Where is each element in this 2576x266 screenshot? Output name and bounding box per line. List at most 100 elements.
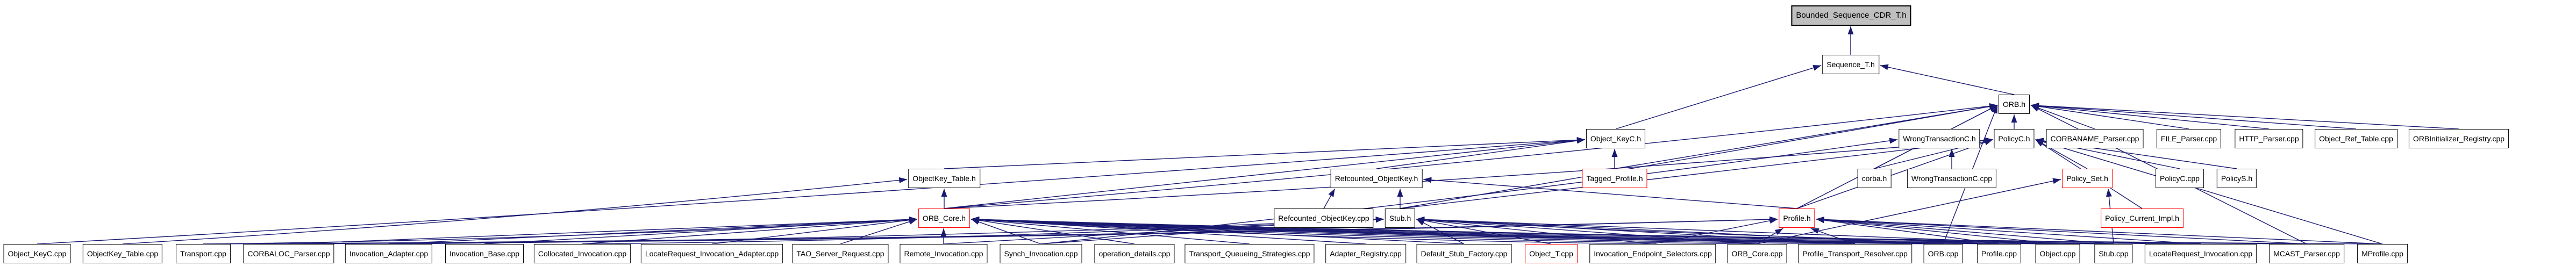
include-edge-objkey_table_cpp-to-objkey_table_h xyxy=(122,177,908,245)
file-node-wrongtc_h[interactable]: WrongTransactionC.h xyxy=(1899,129,1980,148)
file-node-wrongtc_cpp[interactable]: WrongTransactionC.cpp xyxy=(1907,169,1997,188)
file-node-corba_h[interactable]: corba.h xyxy=(1857,169,1892,188)
include-edge-mprofile_cpp-to-orb_core_h xyxy=(971,216,2383,245)
include-edge-tagged_profile_h-to-orb_h xyxy=(1614,103,1998,169)
include-edge-inv_ep_sel_cpp-to-stub_h xyxy=(1416,217,1653,245)
file-node-inv_ep_sel_cpp[interactable]: Invocation_Endpoint_Selectors.cpp xyxy=(1589,244,1716,263)
file-node-policy_cur_impl_h[interactable]: Policy_Current_Impl.h xyxy=(2101,209,2183,228)
include-edge-colloc_inv_cpp-to-orb_core_h xyxy=(582,217,917,245)
include-edge-orbinit_registry_cpp-to-orb_h xyxy=(2030,103,2459,130)
include-edge-orb_core_h-to-orb_h xyxy=(944,103,1998,209)
include-edge-mcast_cpp-to-profile_h xyxy=(1816,217,2307,245)
include-edge-stub_cpp-to-profile_h xyxy=(1816,217,2114,245)
file-node-mcast_cpp[interactable]: MCAST_Parser.cpp xyxy=(2269,244,2344,263)
file-node-stub_h[interactable]: Stub.h xyxy=(1385,209,1416,228)
include-edge-mprofile_cpp-to-policyc_h xyxy=(2035,139,2383,245)
file-node-stub_cpp[interactable]: Stub.cpp xyxy=(2094,244,2133,263)
include-edge-tao_server_req_cpp-to-orb_core_h xyxy=(840,219,918,245)
file-node-object_t_cpp[interactable]: Object_T.cpp xyxy=(1525,244,1578,263)
include-edge-http_parser_cpp-to-orb_h xyxy=(2030,103,2270,130)
file-node-bounded[interactable]: Bounded_Sequence_CDR_T.h xyxy=(1791,5,1911,26)
file-node-adapter_reg_cpp[interactable]: Adapter_Registry.cpp xyxy=(1325,244,1406,263)
include-edge-corbaname_cpp-to-orb_h xyxy=(2030,105,2095,130)
file-node-obj_keyc_cpp[interactable]: Object_KeyC.cpp xyxy=(3,244,71,263)
include-edge-orb_h-to-seq_t xyxy=(1880,64,2015,95)
file-node-policyc_cpp[interactable]: PolicyC.cpp xyxy=(2156,169,2204,188)
include-edge-profile_h-to-orb_h xyxy=(1796,105,1998,209)
file-node-seq_t[interactable]: Sequence_T.h xyxy=(1822,55,1879,74)
include-edge-orb_cpp-to-stub_h xyxy=(1416,217,1944,245)
file-node-policyc_h[interactable]: PolicyC.h xyxy=(1994,129,2035,148)
include-edge-locreq_inv_cpp-to-profile_h xyxy=(1816,217,2201,245)
include-edge-object_cpp-to-stub_h xyxy=(1416,216,2058,245)
include-edge-object_cpp-to-profile_h xyxy=(1816,217,2058,245)
include-edge-objkey_table_h-to-obj_keyc_h xyxy=(944,136,1585,169)
include-edge-orb_core_h-to-obj_keyc_h xyxy=(944,137,1585,209)
include-edge-corbaloc_cpp-to-profile_h xyxy=(288,216,1778,245)
file-node-inv_adapter_cpp[interactable]: Invocation_Adapter.cpp xyxy=(345,244,433,263)
include-edge-stub_h-to-orb_h xyxy=(1400,103,1998,209)
file-node-corbaloc_cpp[interactable]: CORBALOC_Parser.cpp xyxy=(243,244,334,263)
file-node-file_parser_cpp[interactable]: FILE_Parser.cpp xyxy=(2156,129,2222,148)
file-node-locreq_inv_cpp[interactable]: LocateRequest_Invocation.cpp xyxy=(2144,244,2257,263)
include-edge-synch_inv_cpp-to-orb_core_h xyxy=(971,219,1041,245)
file-node-objkey_table_cpp[interactable]: ObjectKey_Table.cpp xyxy=(82,244,163,263)
file-node-synch_inv_cpp[interactable]: Synch_Invocation.cpp xyxy=(1000,244,1082,263)
include-edge-profile_cpp-to-profile_h xyxy=(1816,217,2000,245)
include-edge-orb_core_cpp-to-policy_set_h xyxy=(1757,178,2061,245)
file-node-tagged_profile_h[interactable]: Tagged_Profile.h xyxy=(1582,169,1647,188)
include-edge-mprofile_cpp-to-profile_h xyxy=(1816,216,2383,245)
include-edge-orb_core_h-to-policyc_h xyxy=(944,137,1993,209)
include-edge-policy_set_h-to-policyc_h xyxy=(2035,139,2088,169)
file-node-tqs_cpp[interactable]: Transport_Queueing_Strategies.cpp xyxy=(1184,244,1315,263)
include-edge-profile_h-to-policyc_h xyxy=(1796,139,1993,209)
file-node-transport_cpp[interactable]: Transport.cpp xyxy=(176,244,231,263)
include-edge-prof_trans_res_cpp-to-orb_core_h xyxy=(971,217,1856,245)
file-node-orb_core_h[interactable]: ORB_Core.h xyxy=(918,209,971,228)
file-node-profile_h[interactable]: Profile.h xyxy=(1779,209,1815,228)
file-node-locreq_inv_adapter_cpp[interactable]: LocateRequest_Invocation_Adapter.cpp xyxy=(640,244,783,263)
file-node-policys_h[interactable]: PolicyS.h xyxy=(2216,169,2257,188)
include-edge-refc_objkey_h-to-obj_keyc_h xyxy=(1376,138,1586,169)
file-node-prof_trans_res_cpp[interactable]: Profile_Transport_Resolver.cpp xyxy=(1798,244,1912,263)
file-node-orb_cpp[interactable]: ORB.cpp xyxy=(1923,244,1963,263)
file-node-colloc_inv_cpp[interactable]: Collocated_Invocation.cpp xyxy=(533,244,631,263)
file-node-tao_server_req_cpp[interactable]: TAO_Server_Request.cpp xyxy=(792,244,889,263)
file-node-remote_inv_cpp[interactable]: Remote_Invocation.cpp xyxy=(900,244,988,263)
include-edge-refc_objkey_cpp-to-refc_objkey_h xyxy=(1323,188,1336,209)
file-node-refc_objkey_h[interactable]: Refcounted_ObjectKey.h xyxy=(1330,169,1423,188)
include-edge-file_parser_cpp-to-orb_h xyxy=(2030,103,2189,130)
include-edge-object_t_cpp-to-stub_h xyxy=(1416,218,1552,245)
file-node-http_parser_cpp[interactable]: HTTP_Parser.cpp xyxy=(2235,129,2303,148)
include-edge-stub_cpp-to-stub_h xyxy=(1416,217,2114,245)
file-node-inv_base_cpp[interactable]: Invocation_Base.cpp xyxy=(445,244,524,263)
file-node-obj_ref_table_cpp[interactable]: Object_Ref_Table.cpp xyxy=(2315,129,2397,148)
file-node-obj_keyc_h[interactable]: Object_KeyC.h xyxy=(1586,129,1646,148)
include-edge-corbaloc_cpp-to-orb_core_h xyxy=(288,216,917,245)
file-node-object_cpp[interactable]: Object.cpp xyxy=(2035,244,2080,263)
file-node-mprofile_cpp[interactable]: MProfile.cpp xyxy=(2357,244,2408,263)
include-edge-inv_ep_sel_cpp-to-orb_core_h xyxy=(971,217,1653,245)
file-node-def_stub_fact_cpp[interactable]: Default_Stub_Factory.cpp xyxy=(1416,244,1512,263)
include-edge-prof_trans_res_cpp-to-profile_h xyxy=(1810,228,1856,245)
include-edge-obj_keyc_h-to-seq_t xyxy=(1615,64,1822,130)
include-edge-obj_keyc_cpp-to-obj_keyc_h xyxy=(37,137,1585,245)
file-node-policy_set_h[interactable]: Policy_Set.h xyxy=(2062,169,2113,188)
file-node-refc_objkey_cpp[interactable]: Refcounted_ObjectKey.cpp xyxy=(1274,209,1374,228)
file-node-orbinit_registry_cpp[interactable]: ORBInitializer_Registry.cpp xyxy=(2408,129,2509,148)
include-edge-inv_base_cpp-to-orb_core_h xyxy=(484,217,917,245)
include-edge-obj_ref_table_cpp-to-orb_h xyxy=(2030,103,2357,130)
file-node-orb_h[interactable]: ORB.h xyxy=(1998,95,2030,114)
file-node-objkey_table_h[interactable]: ObjectKey_Table.h xyxy=(908,169,980,188)
include-edge-inv_ep_sel_cpp-to-profile_h xyxy=(1652,218,1778,245)
include-edge-inv_adapter_cpp-to-orb_core_h xyxy=(388,217,917,245)
include-edge-stub_cpp-to-orb_core_h xyxy=(971,216,2114,245)
file-node-profile_cpp[interactable]: Profile.cpp xyxy=(1976,244,2022,263)
file-node-orb_core_cpp[interactable]: ORB_Core.cpp xyxy=(1727,244,1787,263)
file-node-corbaname_cpp[interactable]: CORBANAME_Parser.cpp xyxy=(2046,129,2144,148)
include-edge-orb_core_cpp-to-profile_h xyxy=(1757,228,1783,245)
file-node-op_details_cpp[interactable]: operation_details.cpp xyxy=(1094,244,1175,263)
